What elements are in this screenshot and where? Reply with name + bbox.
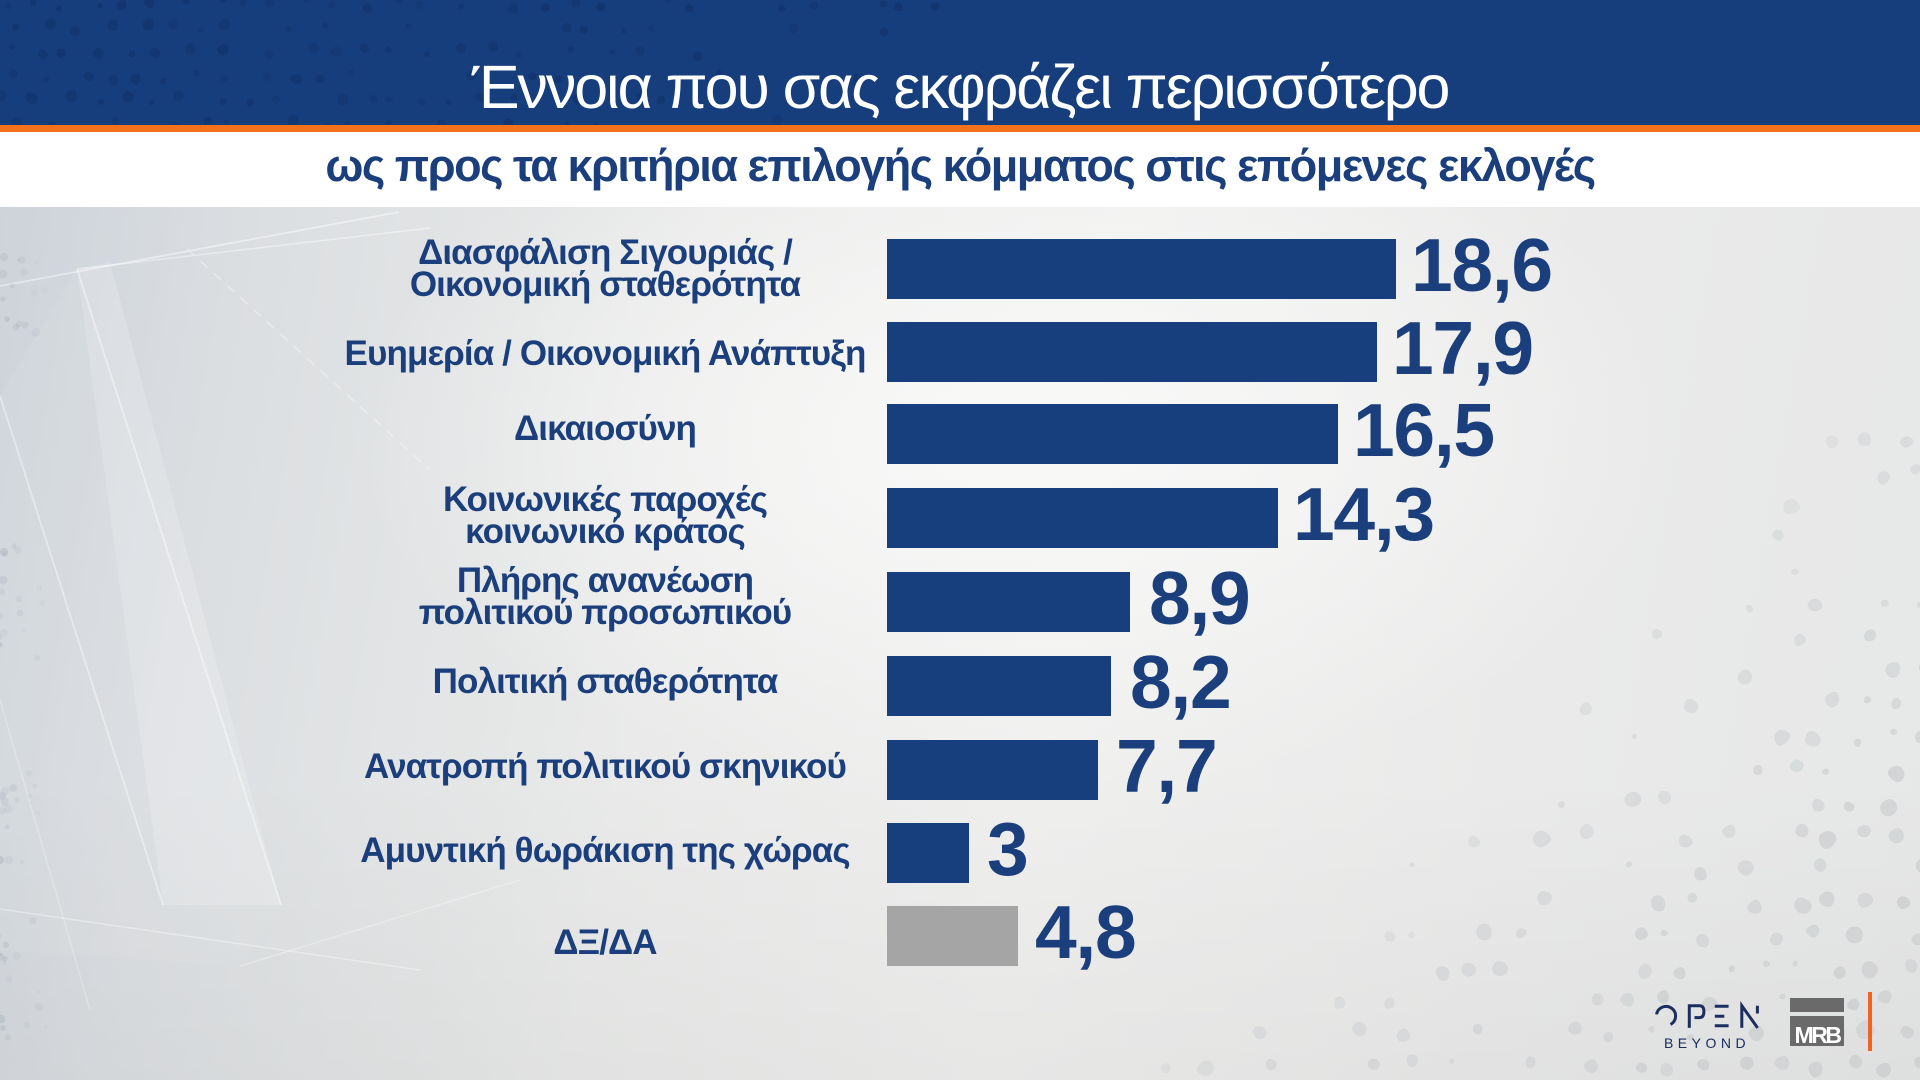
svg-text:BEYOND: BEYOND bbox=[1664, 1035, 1750, 1051]
